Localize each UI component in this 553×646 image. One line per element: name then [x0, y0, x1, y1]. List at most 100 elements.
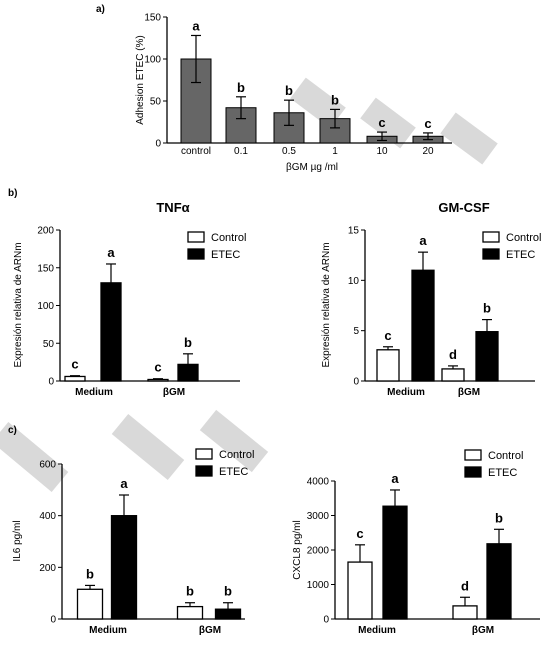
x-tick-label: Medium	[75, 387, 113, 398]
y-tick-label: 100	[144, 55, 161, 66]
bar-etec	[214, 608, 242, 620]
bar-control	[64, 375, 86, 382]
significance-letter: a	[391, 471, 399, 486]
significance-letter: d	[449, 347, 457, 362]
bar-control	[176, 605, 204, 620]
significance-letter: a	[419, 233, 427, 248]
watermark-stripe	[360, 97, 416, 149]
bar-control	[76, 588, 104, 620]
x-tick-label: βGM	[163, 387, 185, 398]
bar-etec	[100, 282, 122, 382]
legend-label: Control	[488, 450, 523, 462]
watermark-stripe	[0, 422, 69, 492]
y-tick-label: 0	[50, 615, 56, 626]
legend-swatch	[187, 231, 205, 243]
bar-control	[452, 605, 478, 620]
x-tick-label: Medium	[358, 625, 396, 636]
y-axis-label: Expresión relativa de ARNm	[321, 242, 332, 367]
bar-etec	[110, 515, 138, 620]
bar-control	[376, 349, 400, 382]
legend-label: ETEC	[219, 466, 248, 478]
significance-letter: b	[184, 335, 192, 350]
watermark-stripe	[111, 413, 185, 481]
legend-swatch	[482, 231, 500, 243]
y-tick-label: 0	[323, 615, 329, 626]
y-tick-label: 0	[48, 377, 54, 388]
x-tick-label: 0.1	[234, 146, 248, 157]
significance-letter: b	[186, 584, 194, 599]
bar-control	[441, 368, 465, 382]
significance-letter: a	[120, 476, 128, 491]
y-tick-label: 600	[39, 460, 56, 471]
chart-cxcl8: 0 1000 2000 3000 4000 CXCL8 pg/ml c a Medium d b βG…	[292, 449, 540, 636]
significance-letter: b	[331, 92, 339, 107]
significance-letter: c	[384, 328, 391, 343]
y-tick-label: 150	[144, 13, 161, 24]
legend-swatch	[187, 248, 205, 260]
y-tick-label: 0	[155, 139, 161, 150]
legend-label: Control	[211, 232, 246, 244]
legend-label: Control	[219, 449, 254, 461]
y-tick-label: 4000	[307, 477, 330, 488]
bar-etec	[411, 269, 435, 382]
legend-label: ETEC	[488, 467, 517, 479]
legend-label: Control	[506, 232, 541, 244]
significance-letter: c	[154, 360, 161, 375]
watermark-stripe	[199, 409, 269, 473]
y-tick-label: 150	[37, 263, 54, 274]
y-tick-label: 200	[39, 563, 56, 574]
x-tick-label: 10	[376, 146, 388, 157]
bar-etec	[486, 543, 512, 620]
chart-tnfa: 0 50 100 150 200 Expresión relativa de ARNm TN…	[13, 200, 246, 398]
x-tick-label: Medium	[89, 625, 127, 636]
legend-swatch	[195, 465, 213, 477]
y-tick-label: 200	[37, 226, 54, 237]
x-tick-label: Medium	[387, 387, 425, 398]
legend-swatch	[195, 448, 213, 460]
x-tick-label: βGM	[199, 625, 221, 636]
panel-label-c: c)	[8, 425, 17, 436]
chart-title: GM-CSF	[438, 200, 489, 215]
y-tick-label: 400	[39, 511, 56, 522]
legend-label: ETEC	[211, 249, 240, 261]
significance-letter: b	[224, 584, 232, 599]
x-tick-label: βGM	[472, 625, 494, 636]
y-tick-label: 100	[37, 301, 54, 312]
legend-label: ETEC	[506, 249, 535, 261]
y-tick-label: 2000	[307, 546, 330, 557]
y-tick-label: 50	[43, 339, 55, 350]
y-axis-label: Expresión relativa de ARNm	[13, 242, 24, 367]
bar-etec	[382, 505, 408, 620]
y-tick-label: 1000	[307, 580, 330, 591]
significance-letter: b	[483, 301, 491, 316]
y-tick-label: 5	[353, 326, 359, 337]
y-axis-label: Adhesion ETEC (%)	[135, 35, 146, 124]
y-tick-label: 50	[150, 97, 162, 108]
significance-letter: b	[285, 83, 293, 98]
chart-gmcsf: 0 5 10 15 Expresión relativa de ARNm GM-CSF c a…	[321, 200, 541, 398]
panel-label-b: b)	[8, 188, 17, 199]
significance-letter: b	[495, 510, 503, 525]
y-axis-label: IL6 pg/ml	[12, 520, 23, 561]
y-axis-label: CXCL8 pg/ml	[292, 520, 303, 579]
bar-control	[347, 561, 373, 620]
significance-letter: a	[107, 245, 115, 260]
significance-letter: c	[356, 526, 363, 541]
watermark-stripe	[290, 77, 346, 129]
y-tick-label: 0	[353, 377, 359, 388]
y-tick-label: 10	[348, 276, 360, 287]
x-tick-label: 20	[422, 146, 434, 157]
chart-il6: 0 200 400 600 IL6 pg/ml b a Medium b b βGM Control E…	[12, 448, 254, 636]
x-tick-label: βGM	[458, 387, 480, 398]
significance-letter: a	[192, 18, 200, 33]
chart-title: TNFα	[156, 200, 189, 215]
legend-swatch	[482, 248, 500, 260]
significance-letter: d	[461, 578, 469, 593]
bar-etec	[475, 331, 499, 382]
bar-etec	[177, 363, 199, 382]
x-tick-label: control	[181, 146, 211, 157]
y-tick-label: 3000	[307, 511, 330, 522]
bar-control	[147, 378, 169, 382]
